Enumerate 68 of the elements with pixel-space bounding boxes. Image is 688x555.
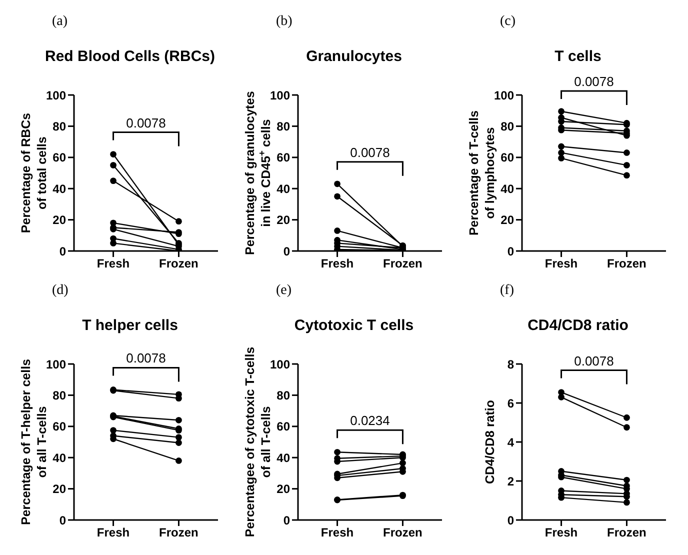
y-tick-label: 4: [507, 435, 514, 450]
y-tick-label: 20: [52, 213, 66, 228]
y-tick-label: 20: [500, 213, 514, 228]
chart-title: T helper cells: [81, 317, 179, 334]
y-tick-label: 20: [52, 482, 66, 496]
y-tick-label: 40: [52, 182, 66, 196]
y-tick-label: 100: [270, 357, 290, 372]
y-tick-label: 0: [59, 244, 66, 258]
chart-title: Red Blood Cells (RBCs): [44, 48, 216, 65]
y-tick-label: 40: [500, 182, 514, 196]
y-tick-label: 60: [276, 420, 290, 434]
y-tick-label: 100: [46, 357, 66, 372]
y-tick-label: 100: [46, 88, 66, 102]
y-tick-label: 100: [494, 88, 514, 102]
text: (f): [500, 283, 514, 299]
text: (a): [52, 14, 68, 30]
y-tick-label: 80: [276, 388, 290, 402]
annotation: 0.0078: [126, 115, 166, 130]
y-tick-label: 0: [507, 244, 514, 258]
annotation: 0.0078: [126, 350, 166, 366]
annotation: 0.0078: [574, 353, 614, 368]
text: (c): [500, 14, 516, 30]
y-tick-label: 20: [276, 213, 290, 228]
y-tick-label: 100: [270, 88, 290, 102]
x-tick-label: Fresh: [96, 256, 130, 271]
x-tick-label: Fresh: [544, 526, 578, 540]
chart-title: Granulocytes: [305, 48, 403, 65]
y-tick-label: 80: [52, 388, 66, 402]
y-tick-label: 8: [507, 357, 514, 372]
x-tick-label: Fresh: [96, 526, 130, 540]
annotation: 0.0234: [350, 413, 390, 428]
x-tick-label: Frozen: [159, 526, 198, 540]
y-axis-title: Percentage of RBCs of total cells: [19, 112, 49, 234]
text: (e): [276, 283, 292, 299]
y-tick-label: 80: [276, 119, 290, 134]
y-tick-label: 80: [500, 119, 514, 134]
x-tick-label: Frozen: [607, 256, 646, 271]
x-tick-label: Frozen: [383, 526, 422, 540]
x-tick-label: Fresh: [320, 526, 354, 540]
chart-title: CD4/CD8 ratio: [526, 317, 630, 334]
y-tick-label: 2: [507, 474, 514, 488]
y-tick-label: 0: [283, 244, 290, 258]
y-tick-label: 60: [52, 420, 66, 434]
y-tick-label: 40: [276, 182, 290, 196]
text: (b): [276, 14, 292, 30]
y-tick-label: 0: [59, 513, 66, 528]
y-axis-title: CD4/CD8 ratio: [483, 400, 497, 484]
y-tick-label: 20: [276, 482, 290, 496]
text: 0.0078: [574, 74, 614, 89]
y-tick-label: 40: [52, 450, 66, 465]
y-tick-label: 40: [276, 450, 290, 465]
x-tick-label: Frozen: [159, 256, 198, 271]
y-tick-label: 0: [507, 513, 514, 528]
x-tick-label: Fresh: [320, 256, 354, 271]
y-tick-label: 6: [507, 396, 514, 410]
y-tick-label: 60: [52, 150, 66, 165]
y-tick-label: 80: [52, 119, 66, 134]
annotation: 0.0078: [350, 144, 390, 160]
x-tick-label: Frozen: [607, 526, 646, 540]
y-tick-label: 60: [500, 150, 514, 165]
y-tick-label: 0: [283, 513, 290, 528]
y-tick-label: 60: [276, 150, 290, 165]
y-axis-title: Percentage of T-cells of lymphocytes: [467, 110, 497, 236]
chart-title: Cytotoxic T cells: [293, 317, 415, 334]
text: (d): [52, 283, 68, 299]
chart-title: T cells: [554, 48, 602, 65]
x-tick-label: Fresh: [544, 256, 578, 271]
x-tick-label: Frozen: [383, 256, 422, 271]
